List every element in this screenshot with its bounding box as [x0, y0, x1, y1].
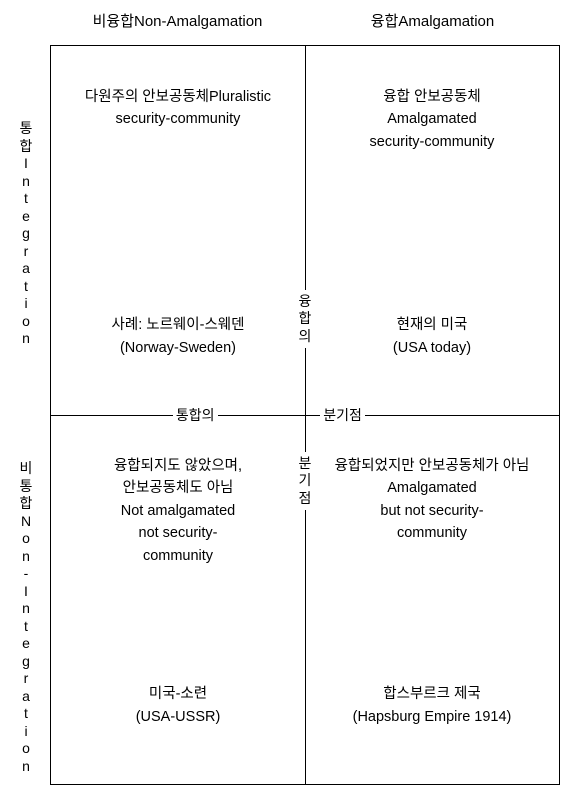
- q-br-desc-en2: but not security-: [335, 500, 530, 522]
- row-label-bottom-en-9: g: [22, 653, 30, 671]
- q-br-desc-en3: community: [335, 522, 530, 544]
- q-tl-desc-en: security-community: [85, 108, 271, 130]
- row-label-bottom-en-2: o: [22, 530, 30, 548]
- row-label-bottom-en-8: e: [22, 635, 30, 653]
- row-label-bottom-en-3: n: [22, 548, 30, 566]
- row-label-top-ko-1: 통: [20, 120, 33, 138]
- q-tr-example-en: (USA today): [393, 337, 471, 359]
- row-label-top-en-11: n: [22, 330, 30, 348]
- q-bl-desc-en2: not security-: [114, 522, 242, 544]
- row-label-bottom-en-11: a: [22, 688, 30, 706]
- row-label-bottom-en-14: o: [22, 740, 30, 758]
- row-label-top-ko-2: 합: [20, 138, 33, 156]
- quadrant-bottom-right: 융합되었지만 안보공동체가 아님 Amalgamated but not sec…: [305, 415, 559, 784]
- row-label-bottom-en-7: t: [24, 618, 28, 636]
- row-label-top-en-2: n: [22, 173, 30, 191]
- q-tl-example-en: (Norway-Sweden): [112, 337, 245, 359]
- q-tr-desc-en2: security-community: [370, 131, 495, 153]
- row-label-bottom-en-5: I: [24, 583, 28, 601]
- row-label-top-en-10: o: [22, 313, 30, 331]
- col-header-right: 융합Amalgamation: [305, 10, 560, 38]
- row-label-bottom-en-10: r: [24, 670, 29, 688]
- q-br-example-en: (Hapsburg Empire 1914): [353, 706, 512, 728]
- row-label-bottom-en-12: t: [24, 705, 28, 723]
- q-bl-desc-en3: community: [114, 545, 242, 567]
- quadrant-bottom-left: 융합되지도 않았으며, 안보공동체도 아님 Not amalgamated no…: [51, 415, 305, 784]
- q-tl-desc-ko: 다원주의 안보공동체Pluralistic: [85, 86, 271, 108]
- q-bl-desc-ko2: 안보공동체도 아님: [114, 477, 242, 499]
- row-label-top-en-1: I: [24, 155, 28, 173]
- q-tr-desc-en1: Amalgamated: [370, 108, 495, 130]
- q-bl-desc: 융합되지도 않았으며, 안보공동체도 아님 Not amalgamated no…: [114, 455, 242, 567]
- matrix-grid: 통합의 분기점 융 합 의 분 기 점 다원주의 안보공동체Pluralisti…: [50, 45, 560, 785]
- q-tr-example: 현재의 미국 (USA today): [393, 314, 471, 359]
- row-label-bottom-en-1: N: [21, 513, 31, 531]
- row-label-top-en-6: r: [24, 243, 29, 261]
- q-tr-desc: 융합 안보공동체 Amalgamated security-community: [370, 86, 495, 153]
- q-tl-desc: 다원주의 안보공동체Pluralistic security-community: [85, 86, 271, 131]
- q-bl-desc-ko1: 융합되지도 않았으며,: [114, 455, 242, 477]
- q-br-example: 합스부르크 제국 (Hapsburg Empire 1914): [353, 683, 512, 728]
- row-label-top-en-3: t: [24, 190, 28, 208]
- q-br-desc: 융합되었지만 안보공동체가 아님 Amalgamated but not sec…: [335, 455, 530, 545]
- q-bl-example: 미국-소련 (USA-USSR): [136, 683, 221, 728]
- quadrant-top-right: 융합 안보공동체 Amalgamated security-community …: [305, 46, 559, 415]
- col-header-left: 비융합Non-Amalgamation: [50, 10, 305, 38]
- quadrant-top-left: 다원주의 안보공동체Pluralistic security-community…: [51, 46, 305, 415]
- row-label-top-en-9: i: [24, 295, 27, 313]
- row-label-top-en-8: t: [24, 278, 28, 296]
- q-br-desc-en1: Amalgamated: [335, 477, 530, 499]
- q-bl-example-ko: 미국-소련: [136, 683, 221, 705]
- row-label-bottom: 비 통 합 N o n - I n t e g r a t i o n: [6, 460, 46, 775]
- row-label-bottom-en-13: i: [24, 723, 27, 741]
- q-br-desc-ko: 융합되었지만 안보공동체가 아님: [335, 455, 530, 477]
- row-label-bottom-ko-2: 통: [20, 478, 33, 496]
- row-label-top-en-4: e: [22, 208, 30, 226]
- q-bl-desc-en1: Not amalgamated: [114, 500, 242, 522]
- row-label-top: 통 합 I n t e g r a t i o n: [6, 120, 46, 348]
- q-br-example-ko: 합스부르크 제국: [353, 683, 512, 705]
- q-tr-desc-ko: 융합 안보공동체: [370, 86, 495, 108]
- row-label-bottom-ko-3: 합: [20, 495, 33, 513]
- column-headers: 비융합Non-Amalgamation 융합Amalgamation: [50, 10, 560, 38]
- q-tr-example-ko: 현재의 미국: [393, 314, 471, 336]
- row-label-bottom-en-6: n: [22, 600, 30, 618]
- q-bl-example-en: (USA-USSR): [136, 706, 221, 728]
- q-tl-example: 사례: 노르웨이-스웨덴 (Norway-Sweden): [112, 314, 245, 359]
- row-label-top-en-7: a: [22, 260, 30, 278]
- row-label-top-en-5: g: [22, 225, 30, 243]
- row-label-bottom-en-4: -: [24, 565, 29, 583]
- q-tl-example-ko: 사례: 노르웨이-스웨덴: [112, 314, 245, 336]
- row-label-bottom-ko-1: 비: [20, 460, 33, 478]
- row-label-bottom-en-15: n: [22, 758, 30, 776]
